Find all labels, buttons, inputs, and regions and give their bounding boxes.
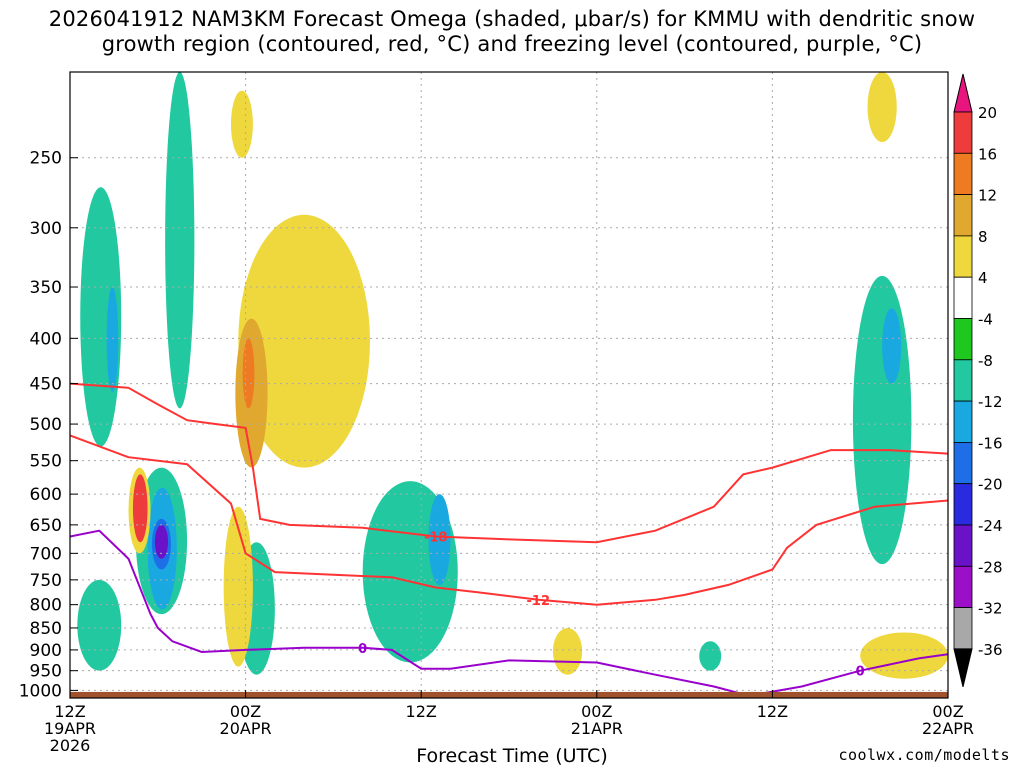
xtick-label-24-0: 12Z xyxy=(406,702,437,721)
colorbar-tick-0: 20 xyxy=(978,104,997,122)
dgz-contour-1-label: -18 xyxy=(424,531,448,546)
chart-title-line-2: growth region (contoured, red, °C) and f… xyxy=(101,32,923,56)
colorbar-band-3 xyxy=(953,194,973,237)
omega-region-7 xyxy=(852,275,912,565)
omega-region-20 xyxy=(867,72,897,143)
colorbar-tick-7: -12 xyxy=(978,393,1003,411)
ytick-label-600: 600 xyxy=(30,485,62,505)
xtick-label-0-2: 2026 xyxy=(50,736,91,755)
ytick-label-900: 900 xyxy=(30,641,62,661)
credit-link[interactable]: coolwx.com/modelts xyxy=(838,746,1010,764)
xtick-label-12-0: 00Z xyxy=(230,702,261,721)
plot-frame xyxy=(69,71,949,699)
freezing-contour-1-label: 0 xyxy=(856,665,865,680)
freezing-contour-0 xyxy=(70,529,744,696)
freezing-contour-0-label: 0 xyxy=(358,642,367,657)
colorbar-tick-1: 16 xyxy=(978,145,997,163)
grid xyxy=(69,72,949,698)
chart-title-line-1: 2026041912 NAM3KM Forecast Omega (shaded… xyxy=(48,7,976,31)
xtick-label-0-0: 12Z xyxy=(54,702,85,721)
colorbar-band-5 xyxy=(953,276,973,319)
colorbar-band-4 xyxy=(953,235,973,278)
colorbar-tick-10: -24 xyxy=(978,517,1003,535)
colorbar-band-1 xyxy=(953,111,973,154)
xtick-label-0-1: 19APR xyxy=(44,719,96,738)
omega-region-1 xyxy=(165,72,195,409)
omega-region-10 xyxy=(428,494,451,585)
colorbar-tick-2: 12 xyxy=(978,187,997,205)
colorbar-tick-4: 4 xyxy=(978,269,988,287)
colorbar-tick-13: -36 xyxy=(978,641,1003,659)
colorbar-band-7 xyxy=(953,359,973,402)
omega-region-23 xyxy=(132,474,148,543)
colorbar-top-arrow xyxy=(953,73,973,113)
omega-region-13 xyxy=(154,524,169,559)
omega-region-2 xyxy=(77,579,122,671)
omega-region-22 xyxy=(242,338,255,409)
colorbar-band-6 xyxy=(953,318,973,361)
xtick-label-36-1: 21APR xyxy=(571,719,623,738)
colorbar-band-10 xyxy=(953,483,973,526)
omega-region-18 xyxy=(552,627,583,675)
axes: 2503003504004505005506006507007508008509… xyxy=(19,149,974,755)
omega-region-17 xyxy=(230,90,253,158)
colorbar-band-11 xyxy=(953,524,973,567)
omega-region-19 xyxy=(860,632,948,679)
colorbar-band-13 xyxy=(953,607,973,650)
colorbar-band-2 xyxy=(953,152,973,196)
colorbar-band-9 xyxy=(953,441,973,485)
ytick-label-500: 500 xyxy=(30,415,62,435)
colorbar-tick-9: -20 xyxy=(978,476,1003,494)
ground-terrain xyxy=(70,691,948,698)
colorbar-tick-8: -16 xyxy=(978,434,1003,452)
ytick-label-450: 450 xyxy=(30,375,62,395)
xtick-label-36-0: 00Z xyxy=(581,702,612,721)
omega-region-8 xyxy=(106,287,119,393)
ytick-label-550: 550 xyxy=(30,452,62,472)
dgz-contour-0-label: -12 xyxy=(527,594,551,609)
colorbar-tick-5: -4 xyxy=(978,311,993,329)
dgz-contour-1 xyxy=(70,382,948,544)
omega-region-14 xyxy=(238,214,370,468)
xtick-label-12-1: 20APR xyxy=(220,719,272,738)
ytick-label-750: 750 xyxy=(30,571,62,591)
colorbar-band-8 xyxy=(953,400,973,443)
xtick-label-48-0: 12Z xyxy=(757,702,788,721)
colorbar: 20 16 12 8 4 -4 -8 -12 -16 -20 -24 -28 -32 -36 xyxy=(953,73,1003,688)
xtick-label-60-1: 22APR xyxy=(922,719,974,738)
colorbar-tick-12: -32 xyxy=(978,600,1003,618)
ytick-label-850: 850 xyxy=(30,619,62,639)
dgz-contour-0 xyxy=(70,434,948,606)
omega-shading xyxy=(77,72,948,679)
ytick-label-650: 650 xyxy=(30,516,62,536)
omega-region-6 xyxy=(699,641,722,671)
ytick-label-250: 250 xyxy=(30,149,62,169)
colorbar-tick-6: -8 xyxy=(978,352,993,370)
freezing-contour-1 xyxy=(757,653,948,696)
colorbar-bottom-arrow xyxy=(953,648,973,688)
xtick-label-60-0: 00Z xyxy=(932,702,963,721)
ytick-label-700: 700 xyxy=(30,544,62,564)
ytick-label-400: 400 xyxy=(30,329,62,349)
colorbar-tick-3: 8 xyxy=(978,228,988,246)
ytick-label-300: 300 xyxy=(30,219,62,239)
contours: -12 -18 0 0 xyxy=(70,382,948,696)
ytick-label-1000: 1000 xyxy=(19,681,62,701)
ytick-label-800: 800 xyxy=(30,596,62,616)
ytick-label-350: 350 xyxy=(30,278,62,298)
x-axis-label: Forecast Time (UTC) xyxy=(416,745,608,767)
omega-region-11 xyxy=(882,308,902,384)
colorbar-tick-11: -28 xyxy=(978,558,1003,576)
ytick-label-950: 950 xyxy=(30,662,62,682)
colorbar-band-12 xyxy=(953,565,973,608)
